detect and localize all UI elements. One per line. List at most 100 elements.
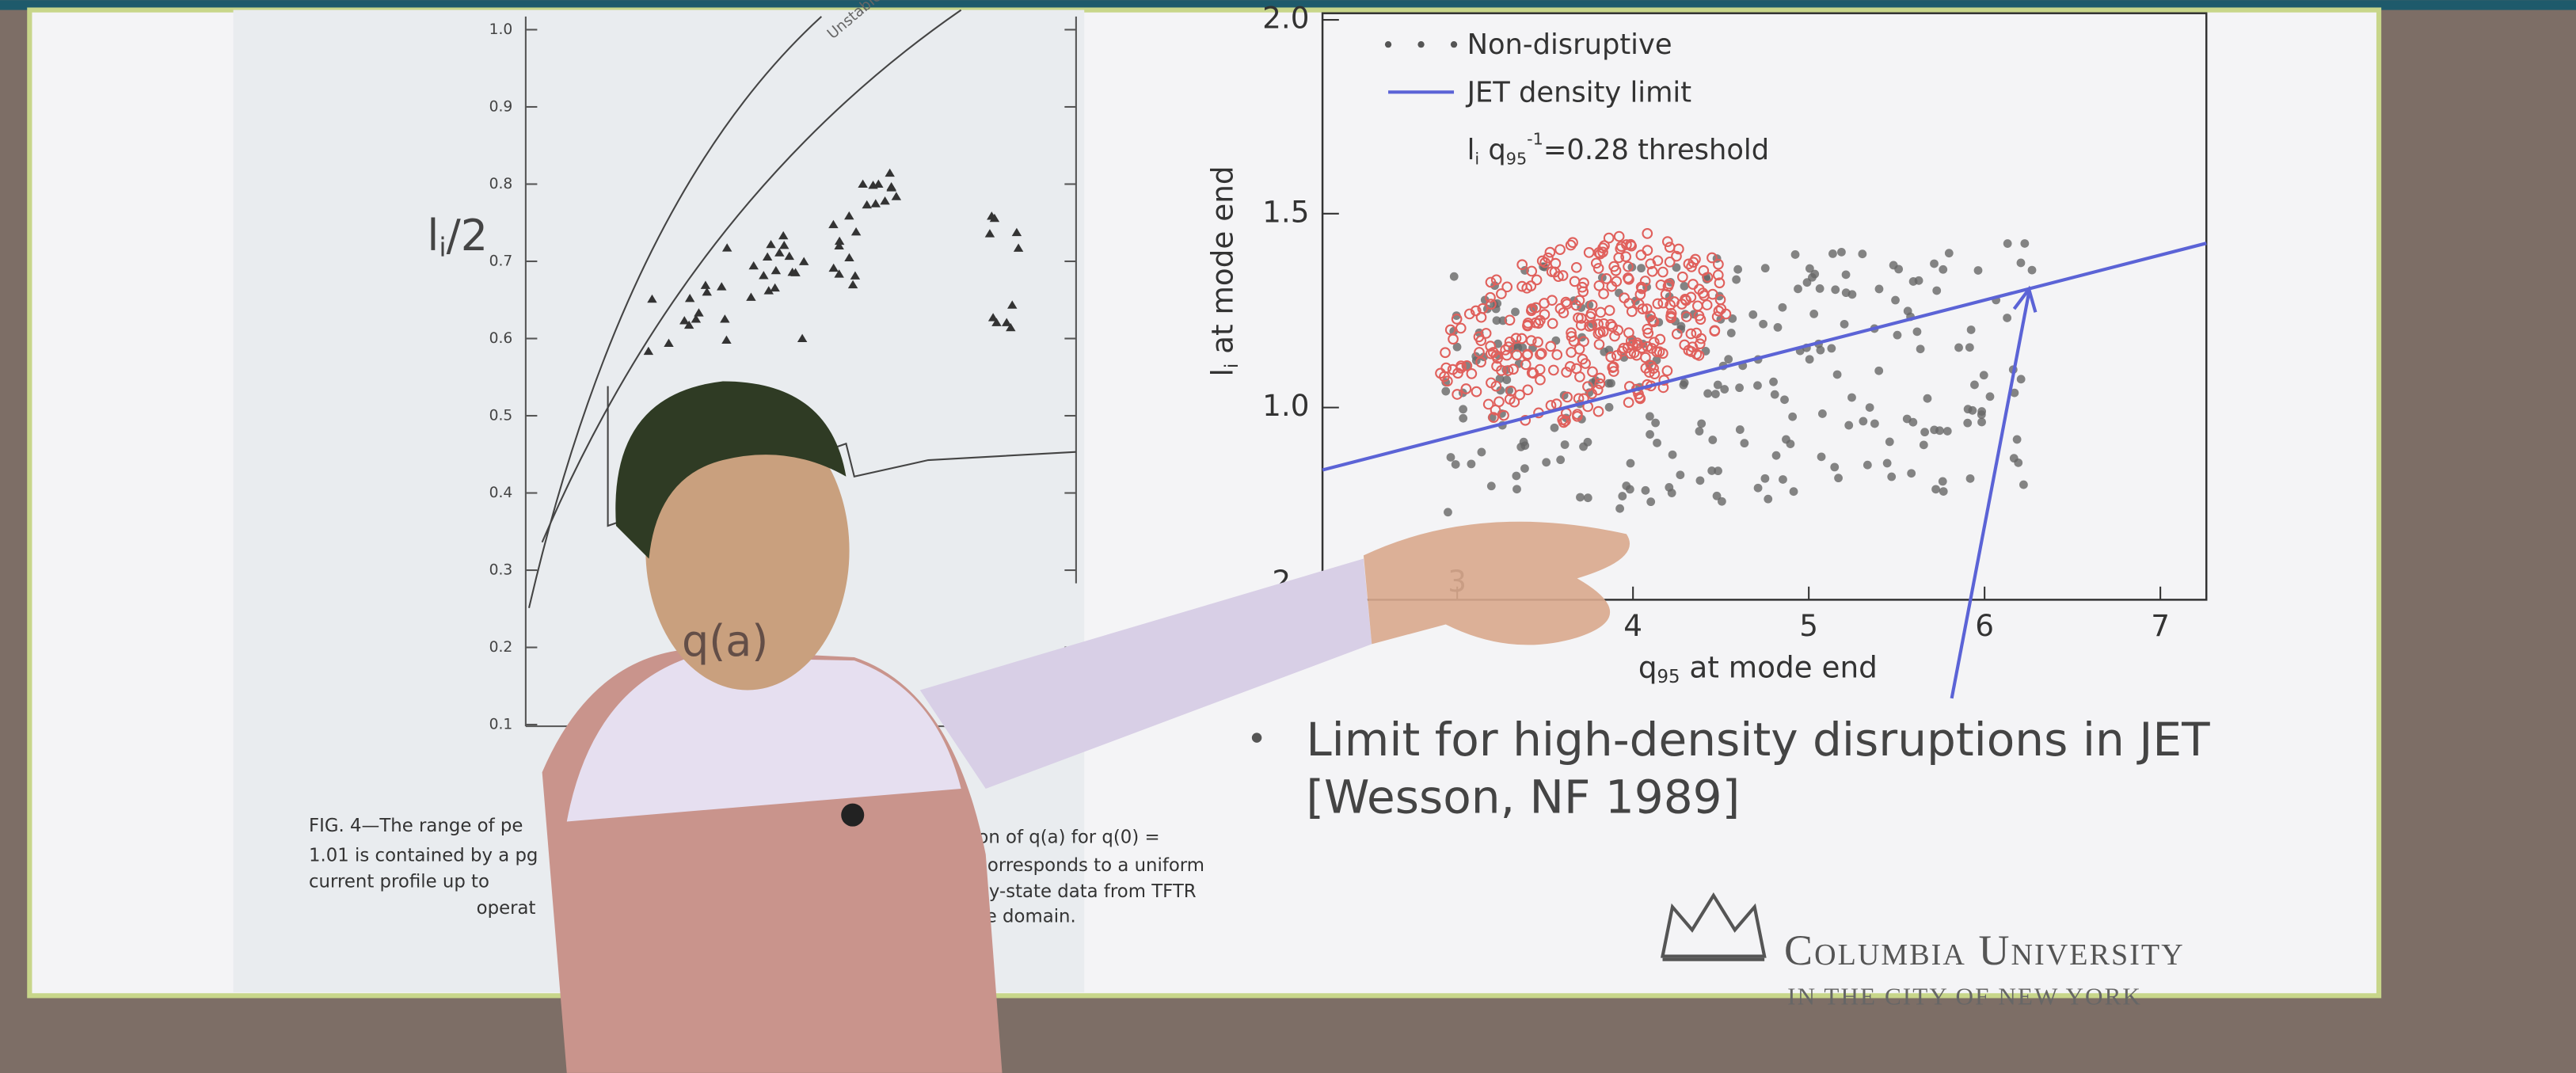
gray-point (1520, 464, 1529, 473)
gray-point (1887, 473, 1896, 481)
gray-point (1842, 270, 1851, 279)
gray-point (1551, 424, 1559, 432)
caption-text: operat (477, 898, 536, 919)
gray-point (1847, 394, 1856, 402)
gray-point (1669, 451, 1677, 459)
gray-point (1651, 419, 1660, 428)
y-tick-label: 0.5 (489, 408, 513, 424)
logo-subtitle: IN THE CITY OF NEW YORK (1787, 983, 2142, 1010)
gray-point (1769, 378, 1778, 386)
gray-point (1903, 415, 1912, 424)
gray-point (1556, 455, 1565, 464)
gray-point (1450, 272, 1459, 281)
gray-point (1939, 487, 1948, 496)
y-tick-label: 1.5 (1262, 194, 1309, 229)
gray-point (1830, 462, 1839, 471)
gray-point (1478, 448, 1486, 457)
gray-point (1844, 421, 1853, 430)
gray-point (1893, 331, 1902, 340)
gray-point (1615, 504, 1624, 513)
x-tick-label: 4 (1623, 608, 1642, 643)
y-tick-label: 0.7 (489, 253, 513, 270)
gray-point (1967, 325, 1976, 334)
gray-point (1818, 409, 1827, 418)
y-tick-label: 0.6 (489, 330, 513, 347)
gray-point (1764, 495, 1772, 504)
gray-point (1805, 264, 1814, 273)
gray-point (1977, 410, 1986, 419)
caption-text: corresponds to a uniform (977, 855, 1204, 876)
gray-point (1459, 414, 1467, 423)
y-tick-label: 0.8 (489, 176, 513, 192)
bullet-text: [Wesson, NF 1989] (1306, 771, 1740, 824)
gray-point (1511, 307, 1520, 316)
gray-point (1551, 337, 1560, 345)
y-tick-label: 1.0 (489, 21, 513, 38)
legend-dot (1451, 41, 1457, 48)
gray-point (1923, 394, 1932, 403)
gray-point (1965, 343, 1974, 352)
gray-point (1816, 346, 1825, 355)
gray-point (2020, 239, 2029, 248)
gray-point (1714, 466, 1722, 475)
microphone (841, 804, 864, 827)
gray-point (1736, 425, 1745, 434)
bullet-dot (1252, 732, 1261, 742)
gray-point (1858, 249, 1866, 258)
gray-point (1970, 381, 1979, 390)
gray-point (1727, 329, 1736, 337)
caption-text: 1.01 is contained by a pg (309, 846, 538, 866)
gray-point (2003, 239, 2012, 248)
gray-point (1697, 420, 1706, 428)
gray-point (1977, 418, 1986, 427)
gray-point (1748, 310, 1757, 319)
gray-point (1779, 475, 1787, 484)
gray-point (1732, 276, 1741, 284)
gray-point (1676, 470, 1684, 479)
gray-point (1916, 344, 1925, 353)
gray-point (1561, 440, 1570, 449)
gray-point (1980, 371, 1988, 379)
caption-text: e domain. (986, 906, 1076, 927)
y-tick-label: 0.9 (489, 98, 513, 115)
gray-point (1870, 420, 1879, 428)
x-tick-label: 7 (2151, 608, 2170, 643)
gray-point (1974, 266, 1983, 275)
gray-point (1740, 439, 1748, 447)
gray-point (1759, 320, 1767, 329)
gray-point (1735, 383, 1744, 392)
gray-point (1945, 249, 1954, 257)
gray-point (1894, 264, 1903, 273)
scene: li/2 1.00.90.80.70.60.50.40.30.20.1 2 Un… (0, 0, 2576, 1073)
gray-point (1874, 367, 1883, 375)
gray-point (1907, 469, 1916, 478)
gray-point (1805, 355, 1814, 363)
gray-point (1866, 403, 1874, 412)
legend-label: JET density limit (1466, 76, 1691, 108)
gray-point (1833, 371, 1842, 379)
gray-point (2014, 458, 2022, 467)
caption-text: FIG. 4—The range of pe (309, 816, 523, 836)
gray-point (1788, 413, 1797, 421)
y-label: li/2 (427, 211, 488, 262)
gray-point (1875, 285, 1884, 294)
bullet-text: Limit for high-density disruptions in JE… (1306, 713, 2210, 767)
gray-point (1459, 405, 1467, 413)
gray-point (1441, 387, 1450, 396)
x-tick-label: 5 (1799, 608, 1818, 643)
gray-point (1930, 260, 1939, 268)
gray-point (1626, 485, 1634, 494)
gray-point (1584, 493, 1592, 502)
gray-point (1444, 508, 1452, 516)
gray-point (1576, 493, 1585, 502)
gray-point (1915, 276, 1923, 285)
gray-point (1680, 282, 1689, 291)
gray-point (1680, 379, 1689, 387)
caption-text: current profile up to (309, 872, 489, 892)
y-tick-label: 2.0 (1262, 1, 1309, 36)
gray-point (1642, 486, 1650, 495)
gray-point (1615, 289, 1623, 298)
gray-point (2003, 314, 2011, 322)
gray-point (1452, 460, 1460, 469)
gray-point (1718, 497, 1726, 506)
